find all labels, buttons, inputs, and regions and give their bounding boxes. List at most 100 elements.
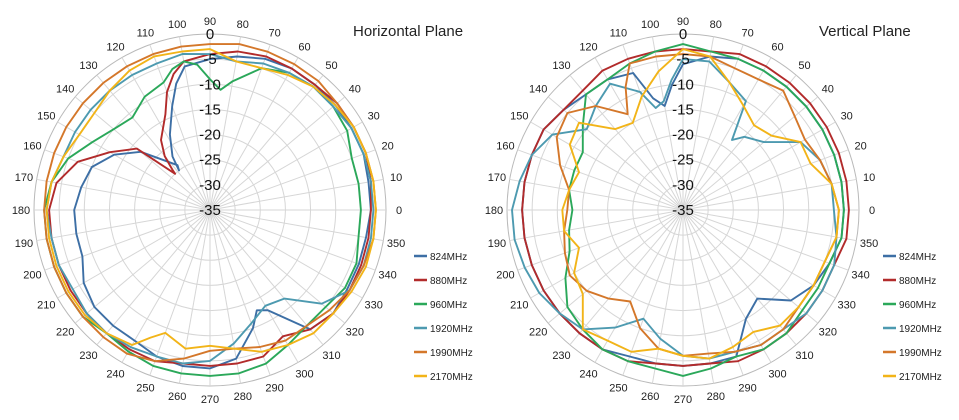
grid-spoke	[209, 209, 324, 346]
grid-spoke	[149, 44, 211, 211]
grid-spoke	[121, 57, 211, 211]
angle-tick-label: 300	[768, 369, 786, 381]
angle-tick-label: 280	[707, 391, 725, 403]
angle-tick-label: 240	[579, 369, 597, 381]
grid-spoke	[149, 209, 211, 376]
angle-tick-label: 320	[346, 327, 364, 339]
angle-tick-label: 250	[136, 383, 154, 395]
angle-tick-label: 120	[579, 41, 597, 53]
grid-spoke	[682, 209, 819, 324]
grid-spoke	[209, 57, 299, 211]
grid-spoke	[509, 178, 684, 211]
radial-tick-label: -20	[672, 127, 694, 144]
angle-tick-label: 230	[552, 350, 570, 362]
angle-tick-label: 320	[819, 327, 837, 339]
grid-spoke	[682, 44, 744, 211]
radial-tick-label: -35	[672, 202, 694, 219]
angle-tick-label: 140	[529, 84, 547, 96]
radial-tick-label: -30	[672, 177, 694, 194]
radial-tick-label: -10	[672, 76, 694, 93]
angle-tick-label: 300	[295, 369, 313, 381]
angle-tick-label: 120	[106, 41, 124, 53]
angle-tick-label: 260	[168, 391, 186, 403]
angle-tick-label: 150	[37, 111, 55, 123]
chart-title: Vertical Plane	[819, 23, 911, 40]
radial-tick-label: -25	[199, 152, 221, 169]
radial-tick-label: -35	[199, 202, 221, 219]
series-line-1990MHz	[43, 43, 377, 363]
angle-tick-label: 90	[204, 16, 216, 28]
grid-spoke	[209, 209, 363, 299]
grid-spoke	[682, 209, 857, 242]
grid-spoke	[74, 209, 211, 324]
angle-tick-label: 110	[137, 27, 155, 39]
legend-label: 824MHz	[430, 252, 467, 263]
legend-label: 880MHz	[430, 276, 467, 287]
angle-tick-label: 40	[822, 84, 834, 96]
legend-label: 1920MHz	[899, 324, 942, 335]
radial-tick-label: -15	[672, 101, 694, 118]
grid-spoke	[517, 209, 684, 271]
grid-spoke	[682, 178, 857, 211]
angle-tick-label: 130	[552, 60, 570, 72]
grid-spoke	[547, 209, 684, 324]
grid-spoke	[44, 209, 211, 271]
angle-tick-label: 190	[488, 238, 506, 250]
series-line-960MHz	[564, 43, 845, 377]
polar-chart-vertical: 0 10 20 30 40 50 60 70 80 90 100 110 120 130 140 150 160…	[485, 16, 942, 406]
angle-tick-label: 80	[237, 19, 249, 31]
angle-tick-label: 150	[510, 111, 528, 123]
angle-tick-label: 350	[860, 238, 878, 250]
angle-tick-label: 340	[378, 270, 396, 282]
legend-label: 880MHz	[899, 276, 936, 287]
angle-tick-label: 220	[56, 327, 74, 339]
angle-tick-label: 10	[390, 172, 402, 184]
legend-label: 1990MHz	[899, 348, 942, 359]
grid-spoke	[96, 209, 211, 346]
angle-tick-label: 0	[396, 205, 402, 217]
angle-tick-label: 80	[710, 19, 722, 31]
radial-tick-label: 0	[679, 26, 687, 43]
angle-tick-label: 240	[106, 369, 124, 381]
angle-tick-label: 70	[741, 27, 753, 39]
legend: 824MHz 880MHz 960MHz 1920MHz 1990MHz 2170MHz	[883, 252, 942, 383]
grid-spoke	[121, 209, 211, 363]
grid-spoke	[36, 209, 211, 242]
radial-tick-label: -5	[676, 51, 689, 68]
angle-tick-label: 210	[37, 300, 55, 312]
angle-tick-label: 160	[23, 140, 41, 152]
grid-spoke	[569, 209, 684, 346]
angle-tick-label: 190	[15, 238, 33, 250]
grid-spoke	[569, 74, 684, 211]
grid-spoke	[651, 209, 684, 384]
angle-tick-label: 220	[529, 327, 547, 339]
angle-tick-label: 270	[674, 394, 692, 406]
angle-tick-label: 160	[496, 140, 514, 152]
grid-spoke	[517, 149, 684, 211]
grid-spoke	[682, 209, 836, 299]
legend-label: 2170MHz	[899, 372, 942, 383]
angle-tick-label: 260	[641, 391, 659, 403]
grid-spoke	[209, 36, 242, 211]
angle-tick-label: 200	[496, 270, 514, 282]
legend-label: 960MHz	[430, 300, 467, 311]
angle-tick-label: 290	[738, 383, 756, 395]
grid-spoke	[622, 209, 684, 376]
grid-spoke	[57, 121, 211, 211]
grid-spoke	[682, 74, 797, 211]
angle-tick-label: 50	[798, 60, 810, 72]
grid-spoke	[682, 36, 715, 211]
angle-tick-label: 90	[677, 16, 689, 28]
angle-tick-label: 200	[23, 270, 41, 282]
angle-tick-label: 170	[488, 172, 506, 184]
grid-spoke	[682, 209, 772, 363]
series-line-824MHz	[73, 55, 372, 370]
angle-tick-label: 20	[381, 140, 393, 152]
angle-tick-label: 330	[365, 300, 383, 312]
angle-tick-label: 10	[863, 172, 875, 184]
angle-tick-label: 110	[610, 27, 628, 39]
grid-spoke	[530, 209, 684, 299]
angle-tick-label: 40	[349, 84, 361, 96]
angle-tick-label: 230	[79, 350, 97, 362]
angle-tick-label: 170	[15, 172, 33, 184]
